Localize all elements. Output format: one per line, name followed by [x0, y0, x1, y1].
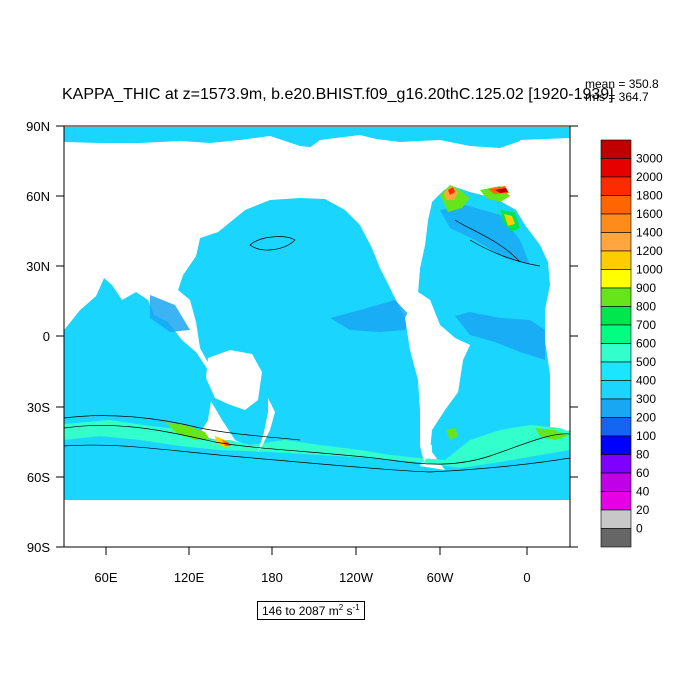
colorbar-swatch	[600, 472, 632, 492]
map-title: KAPPA_THIC at z=1573.9m, b.e20.BHIST.f09…	[62, 86, 614, 103]
lon-label: 120W	[339, 570, 374, 585]
colorbar-label: 1800	[636, 189, 663, 203]
colorbar-swatch	[600, 528, 632, 548]
colorbar-label: 60	[636, 466, 650, 480]
colorbar-swatch	[600, 287, 632, 307]
colorbar: 3000200018001600140012001000900800700600…	[600, 139, 663, 548]
colorbar-swatch	[600, 398, 632, 418]
new-zealand-land	[258, 398, 275, 452]
asia-land	[64, 150, 260, 290]
colorbar-label: 500	[636, 355, 656, 369]
level-300-patch	[330, 300, 412, 332]
level-1800-patch	[448, 187, 455, 195]
lat-label: 30S	[27, 400, 50, 415]
colorbar-label: 900	[636, 281, 656, 295]
contour-lines	[64, 219, 570, 473]
level-700-patch	[446, 428, 458, 440]
colorbar-label: 3000	[636, 152, 663, 166]
range-unit: s	[343, 604, 353, 618]
colorbar-swatch	[600, 176, 632, 196]
colorbar-swatch	[600, 139, 632, 159]
level-1000-patch	[504, 214, 515, 226]
colorbar-label: 700	[636, 318, 656, 332]
colorbar-swatch	[600, 250, 632, 270]
colorbar-swatch	[600, 213, 632, 233]
colorbar-swatch	[600, 380, 632, 400]
colorbar-label: 2000	[636, 170, 663, 184]
indian-ocean	[64, 278, 212, 440]
colorbar-swatch	[600, 417, 632, 437]
lon-axis	[105, 547, 528, 555]
colorbar-swatch	[600, 509, 632, 529]
colorbar-label: 1200	[636, 244, 663, 258]
colorbar-swatch	[600, 491, 632, 511]
range-label: 146 to 2087 m2 s-1	[257, 601, 365, 620]
colorbar-swatch	[600, 361, 632, 381]
colorbar-label: 400	[636, 374, 656, 388]
level-300-patch	[440, 205, 530, 265]
rms-value: rms = 364.7	[585, 90, 649, 104]
lat-label: 90S	[27, 540, 50, 555]
colorbar-label: 300	[636, 392, 656, 406]
colorbar-label: 600	[636, 337, 656, 351]
colorbar-label: 40	[636, 485, 650, 499]
stats-block: mean = 350.8 rms = 364.7	[585, 78, 659, 104]
colorbar-swatch	[600, 343, 632, 363]
north-america-land	[290, 135, 450, 300]
colorbar-swatch	[600, 306, 632, 326]
level-1400-spot	[222, 440, 231, 446]
lon-label: 0	[523, 570, 530, 585]
australia-land	[206, 350, 262, 410]
africa-land	[64, 260, 104, 330]
lat-label: 60N	[26, 189, 50, 204]
range-exponent: -1	[352, 603, 360, 612]
lat-label: 90N	[26, 119, 50, 134]
colorbar-label: 200	[636, 411, 656, 425]
colorbar-swatch	[600, 454, 632, 474]
colorbar-label: 1000	[636, 263, 663, 277]
level-300-patch	[150, 295, 190, 332]
level-300-patch	[455, 312, 545, 360]
colorbar-label: 0	[636, 522, 643, 536]
colorbar-label: 20	[636, 503, 650, 517]
colorbar-label: 100	[636, 429, 656, 443]
lon-label: 120E	[174, 570, 205, 585]
lat-axis	[56, 125, 578, 548]
lat-label: 0	[43, 329, 50, 344]
level-700-patch	[535, 428, 568, 440]
lat-label: 30N	[26, 259, 50, 274]
antarctica-land	[64, 500, 570, 547]
colorbar-swatch	[600, 195, 632, 215]
level-700-patch	[165, 422, 210, 440]
lon-label: 180	[261, 570, 283, 585]
colorbar-swatch	[600, 435, 632, 455]
colorbar-label: 1400	[636, 226, 663, 240]
lon-label: 60W	[427, 570, 454, 585]
colorbar-swatch	[600, 324, 632, 344]
range-exponent: 2	[338, 603, 344, 612]
mean-value: mean = 350.8	[585, 77, 659, 91]
level-2000-patch	[495, 188, 508, 193]
arctic-ocean	[64, 127, 570, 148]
colorbar-swatch	[600, 232, 632, 252]
map-fields	[64, 127, 570, 547]
colorbar-swatch	[600, 269, 632, 289]
lon-label: 60E	[94, 570, 117, 585]
colorbar-swatch	[600, 158, 632, 178]
colorbar-label: 1600	[636, 207, 663, 221]
colorbar-label: 800	[636, 300, 656, 314]
lat-label: 60S	[27, 470, 50, 485]
europe-land	[518, 138, 570, 230]
south-america-land	[405, 292, 470, 462]
colorbar-label: 80	[636, 448, 650, 462]
range-text: 146 to 2087 m	[262, 604, 339, 618]
